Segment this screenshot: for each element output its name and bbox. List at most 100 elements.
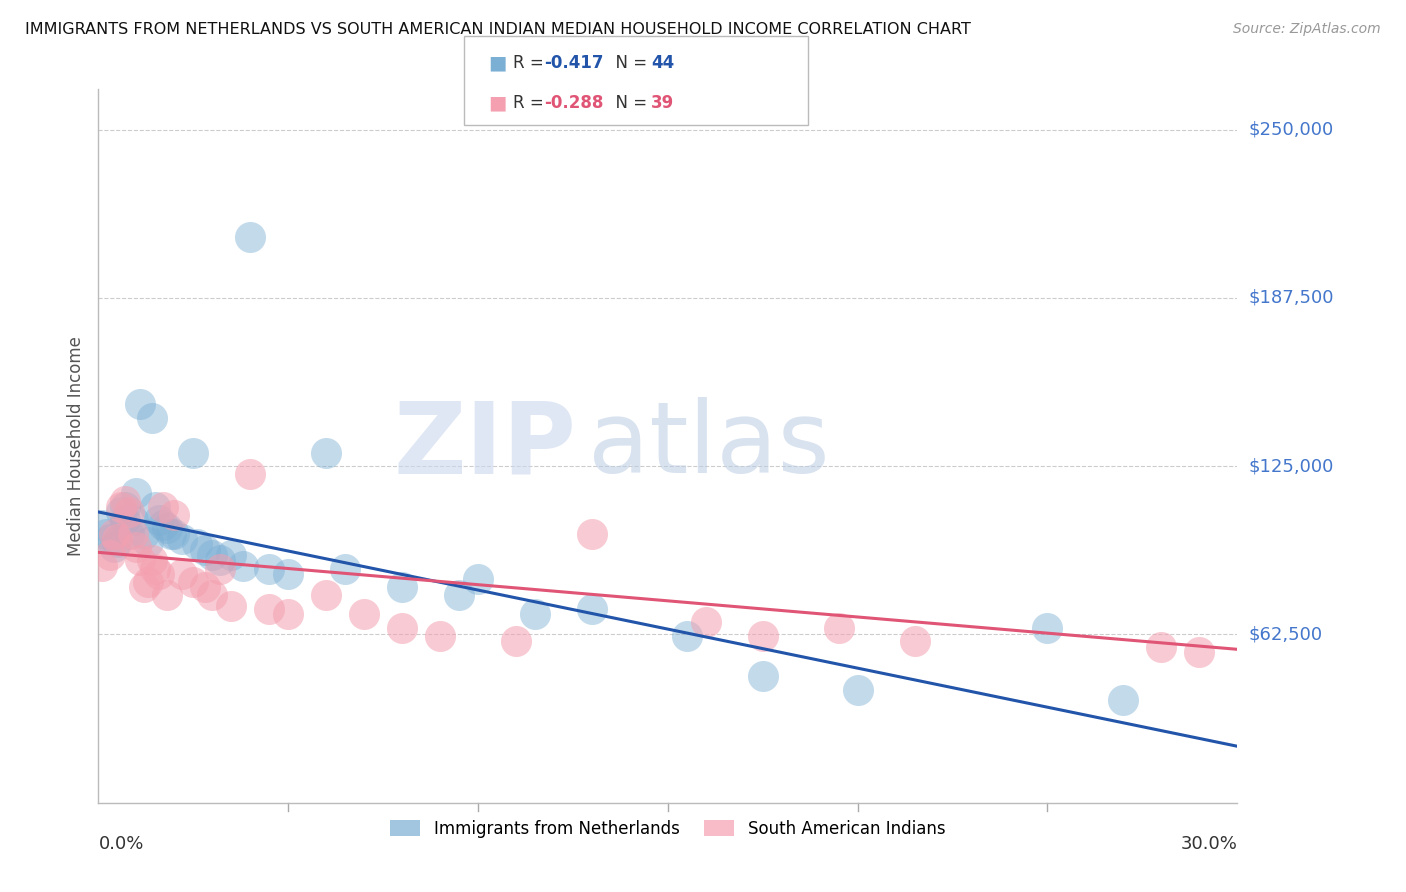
Point bbox=[391, 621, 413, 635]
Point bbox=[91, 558, 114, 573]
Point bbox=[752, 669, 775, 683]
Point bbox=[353, 607, 375, 622]
Point bbox=[125, 540, 148, 554]
Point bbox=[103, 526, 125, 541]
Point bbox=[170, 532, 193, 546]
Point bbox=[125, 486, 148, 500]
Text: N =: N = bbox=[605, 94, 652, 112]
Point bbox=[163, 526, 186, 541]
Point bbox=[1036, 621, 1059, 635]
Point bbox=[132, 580, 155, 594]
Point bbox=[136, 574, 159, 589]
Point bbox=[145, 561, 167, 575]
Point bbox=[208, 561, 231, 575]
Text: 39: 39 bbox=[651, 94, 675, 112]
Point bbox=[118, 526, 141, 541]
Point bbox=[145, 500, 167, 514]
Point bbox=[114, 500, 136, 514]
Point bbox=[315, 446, 337, 460]
Text: R =: R = bbox=[513, 94, 550, 112]
Point bbox=[186, 537, 208, 551]
Point bbox=[277, 607, 299, 622]
Point bbox=[194, 542, 217, 557]
Point bbox=[91, 518, 114, 533]
Point bbox=[201, 548, 224, 562]
Text: $125,000: $125,000 bbox=[1249, 458, 1334, 475]
Text: ■: ■ bbox=[488, 94, 506, 112]
Point bbox=[752, 629, 775, 643]
Point bbox=[391, 580, 413, 594]
Point bbox=[129, 553, 152, 567]
Point bbox=[828, 621, 851, 635]
Text: N =: N = bbox=[605, 54, 652, 71]
Point bbox=[152, 518, 174, 533]
Point bbox=[94, 526, 117, 541]
Point bbox=[107, 534, 129, 549]
Text: Source: ZipAtlas.com: Source: ZipAtlas.com bbox=[1233, 22, 1381, 37]
Point bbox=[232, 558, 254, 573]
Text: -0.417: -0.417 bbox=[544, 54, 603, 71]
Text: 0.0%: 0.0% bbox=[98, 835, 143, 853]
Point bbox=[114, 494, 136, 508]
Point bbox=[107, 532, 129, 546]
Point bbox=[467, 572, 489, 586]
Point bbox=[221, 548, 243, 562]
Point bbox=[505, 634, 527, 648]
Point bbox=[152, 500, 174, 514]
Point bbox=[581, 526, 603, 541]
Text: ZIP: ZIP bbox=[394, 398, 576, 494]
Point bbox=[170, 566, 193, 581]
Point bbox=[259, 561, 281, 575]
Point bbox=[121, 526, 143, 541]
Point bbox=[98, 532, 121, 546]
Text: ■: ■ bbox=[488, 54, 506, 72]
Point bbox=[1188, 645, 1211, 659]
Point bbox=[114, 513, 136, 527]
Point bbox=[239, 467, 262, 482]
Point bbox=[695, 615, 717, 630]
Point bbox=[110, 500, 132, 514]
Point bbox=[98, 548, 121, 562]
Point bbox=[194, 580, 217, 594]
Point bbox=[1150, 640, 1173, 654]
Point bbox=[208, 553, 231, 567]
Text: -0.288: -0.288 bbox=[544, 94, 603, 112]
Point bbox=[148, 566, 170, 581]
Point bbox=[315, 589, 337, 603]
Point bbox=[183, 574, 205, 589]
Point bbox=[156, 521, 179, 535]
Point bbox=[846, 682, 869, 697]
Point bbox=[141, 553, 163, 567]
Text: IMMIGRANTS FROM NETHERLANDS VS SOUTH AMERICAN INDIAN MEDIAN HOUSEHOLD INCOME COR: IMMIGRANTS FROM NETHERLANDS VS SOUTH AME… bbox=[25, 22, 972, 37]
Point bbox=[141, 410, 163, 425]
Legend: Immigrants from Netherlands, South American Indians: Immigrants from Netherlands, South Ameri… bbox=[384, 814, 952, 845]
Point bbox=[1112, 693, 1135, 707]
Text: $250,000: $250,000 bbox=[1249, 120, 1334, 138]
Point bbox=[159, 526, 181, 541]
Point bbox=[335, 561, 357, 575]
Text: R =: R = bbox=[513, 54, 550, 71]
Point bbox=[904, 634, 927, 648]
Point bbox=[581, 602, 603, 616]
Point bbox=[239, 230, 262, 244]
Point bbox=[183, 446, 205, 460]
Point bbox=[277, 566, 299, 581]
Point bbox=[103, 540, 125, 554]
Text: 30.0%: 30.0% bbox=[1181, 835, 1237, 853]
Text: atlas: atlas bbox=[588, 398, 830, 494]
Text: $187,500: $187,500 bbox=[1249, 289, 1334, 307]
Text: 44: 44 bbox=[651, 54, 675, 71]
Point bbox=[136, 534, 159, 549]
Point bbox=[429, 629, 451, 643]
Point bbox=[156, 589, 179, 603]
Point bbox=[118, 505, 141, 519]
Text: $62,500: $62,500 bbox=[1249, 625, 1323, 643]
Point bbox=[132, 526, 155, 541]
Point bbox=[148, 513, 170, 527]
Point bbox=[110, 505, 132, 519]
Point bbox=[163, 508, 186, 522]
Point bbox=[129, 397, 152, 411]
Point bbox=[121, 513, 143, 527]
Point bbox=[221, 599, 243, 614]
Point bbox=[201, 589, 224, 603]
